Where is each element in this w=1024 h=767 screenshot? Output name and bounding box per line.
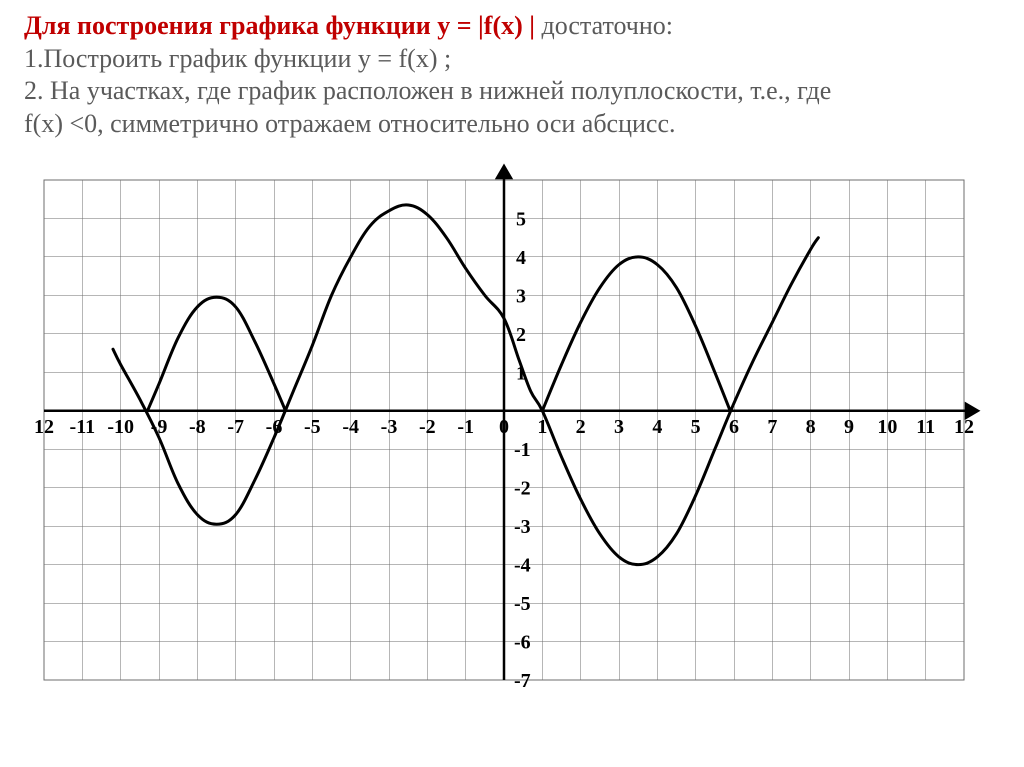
svg-text:-3: -3 [514, 516, 531, 538]
body-line-3: f(x) <0, симметрично отражаем относитель… [24, 108, 1000, 141]
body-line-2: 2. На участках, где график расположен в … [24, 75, 1000, 108]
svg-text:4: 4 [652, 416, 662, 438]
svg-text:4: 4 [516, 247, 526, 269]
svg-text:2: 2 [516, 324, 526, 346]
svg-text:-2: -2 [419, 416, 436, 438]
svg-text:-1: -1 [457, 416, 474, 438]
svg-text:8: 8 [806, 416, 816, 438]
svg-text:0: 0 [499, 416, 509, 438]
svg-text:-7: -7 [514, 670, 531, 692]
svg-text:12: 12 [34, 416, 54, 438]
chart-svg: 12-11-10-9-8-7-6-5-4-3-2-101234567891011… [24, 160, 984, 720]
svg-text:9: 9 [844, 416, 854, 438]
svg-text:5: 5 [516, 208, 526, 230]
svg-text:3: 3 [614, 416, 624, 438]
svg-text:-5: -5 [514, 593, 531, 615]
svg-text:3: 3 [516, 285, 526, 307]
svg-text:-7: -7 [227, 416, 244, 438]
svg-text:12: 12 [954, 416, 974, 438]
svg-text:-5: -5 [304, 416, 321, 438]
title-line: Для построения графика функции y = |f(x)… [24, 10, 1000, 43]
svg-text:-1: -1 [514, 439, 531, 461]
svg-text:6: 6 [729, 416, 739, 438]
body-line-1: 1.Построить график функции y = f(x) ; [24, 43, 1000, 76]
svg-text:7: 7 [767, 416, 777, 438]
function-chart: 12-11-10-9-8-7-6-5-4-3-2-101234567891011… [24, 160, 984, 720]
svg-text:10: 10 [877, 416, 897, 438]
page: Для построения графика функции y = |f(x)… [0, 0, 1024, 767]
svg-text:2: 2 [576, 416, 586, 438]
svg-text:-8: -8 [189, 416, 206, 438]
svg-text:-4: -4 [514, 555, 531, 577]
svg-text:-4: -4 [342, 416, 359, 438]
svg-text:5: 5 [691, 416, 701, 438]
svg-text:-10: -10 [107, 416, 134, 438]
svg-text:11: 11 [916, 416, 935, 438]
svg-text:-11: -11 [70, 416, 96, 438]
svg-text:-3: -3 [381, 416, 398, 438]
intro-text: Для построения графика функции y = |f(x)… [24, 10, 1000, 140]
title-main: Для построения графика функции y = |f(x)… [24, 11, 535, 40]
svg-text:-2: -2 [514, 478, 531, 500]
title-suffix: достаточно: [535, 11, 673, 40]
svg-text:-6: -6 [514, 632, 531, 654]
